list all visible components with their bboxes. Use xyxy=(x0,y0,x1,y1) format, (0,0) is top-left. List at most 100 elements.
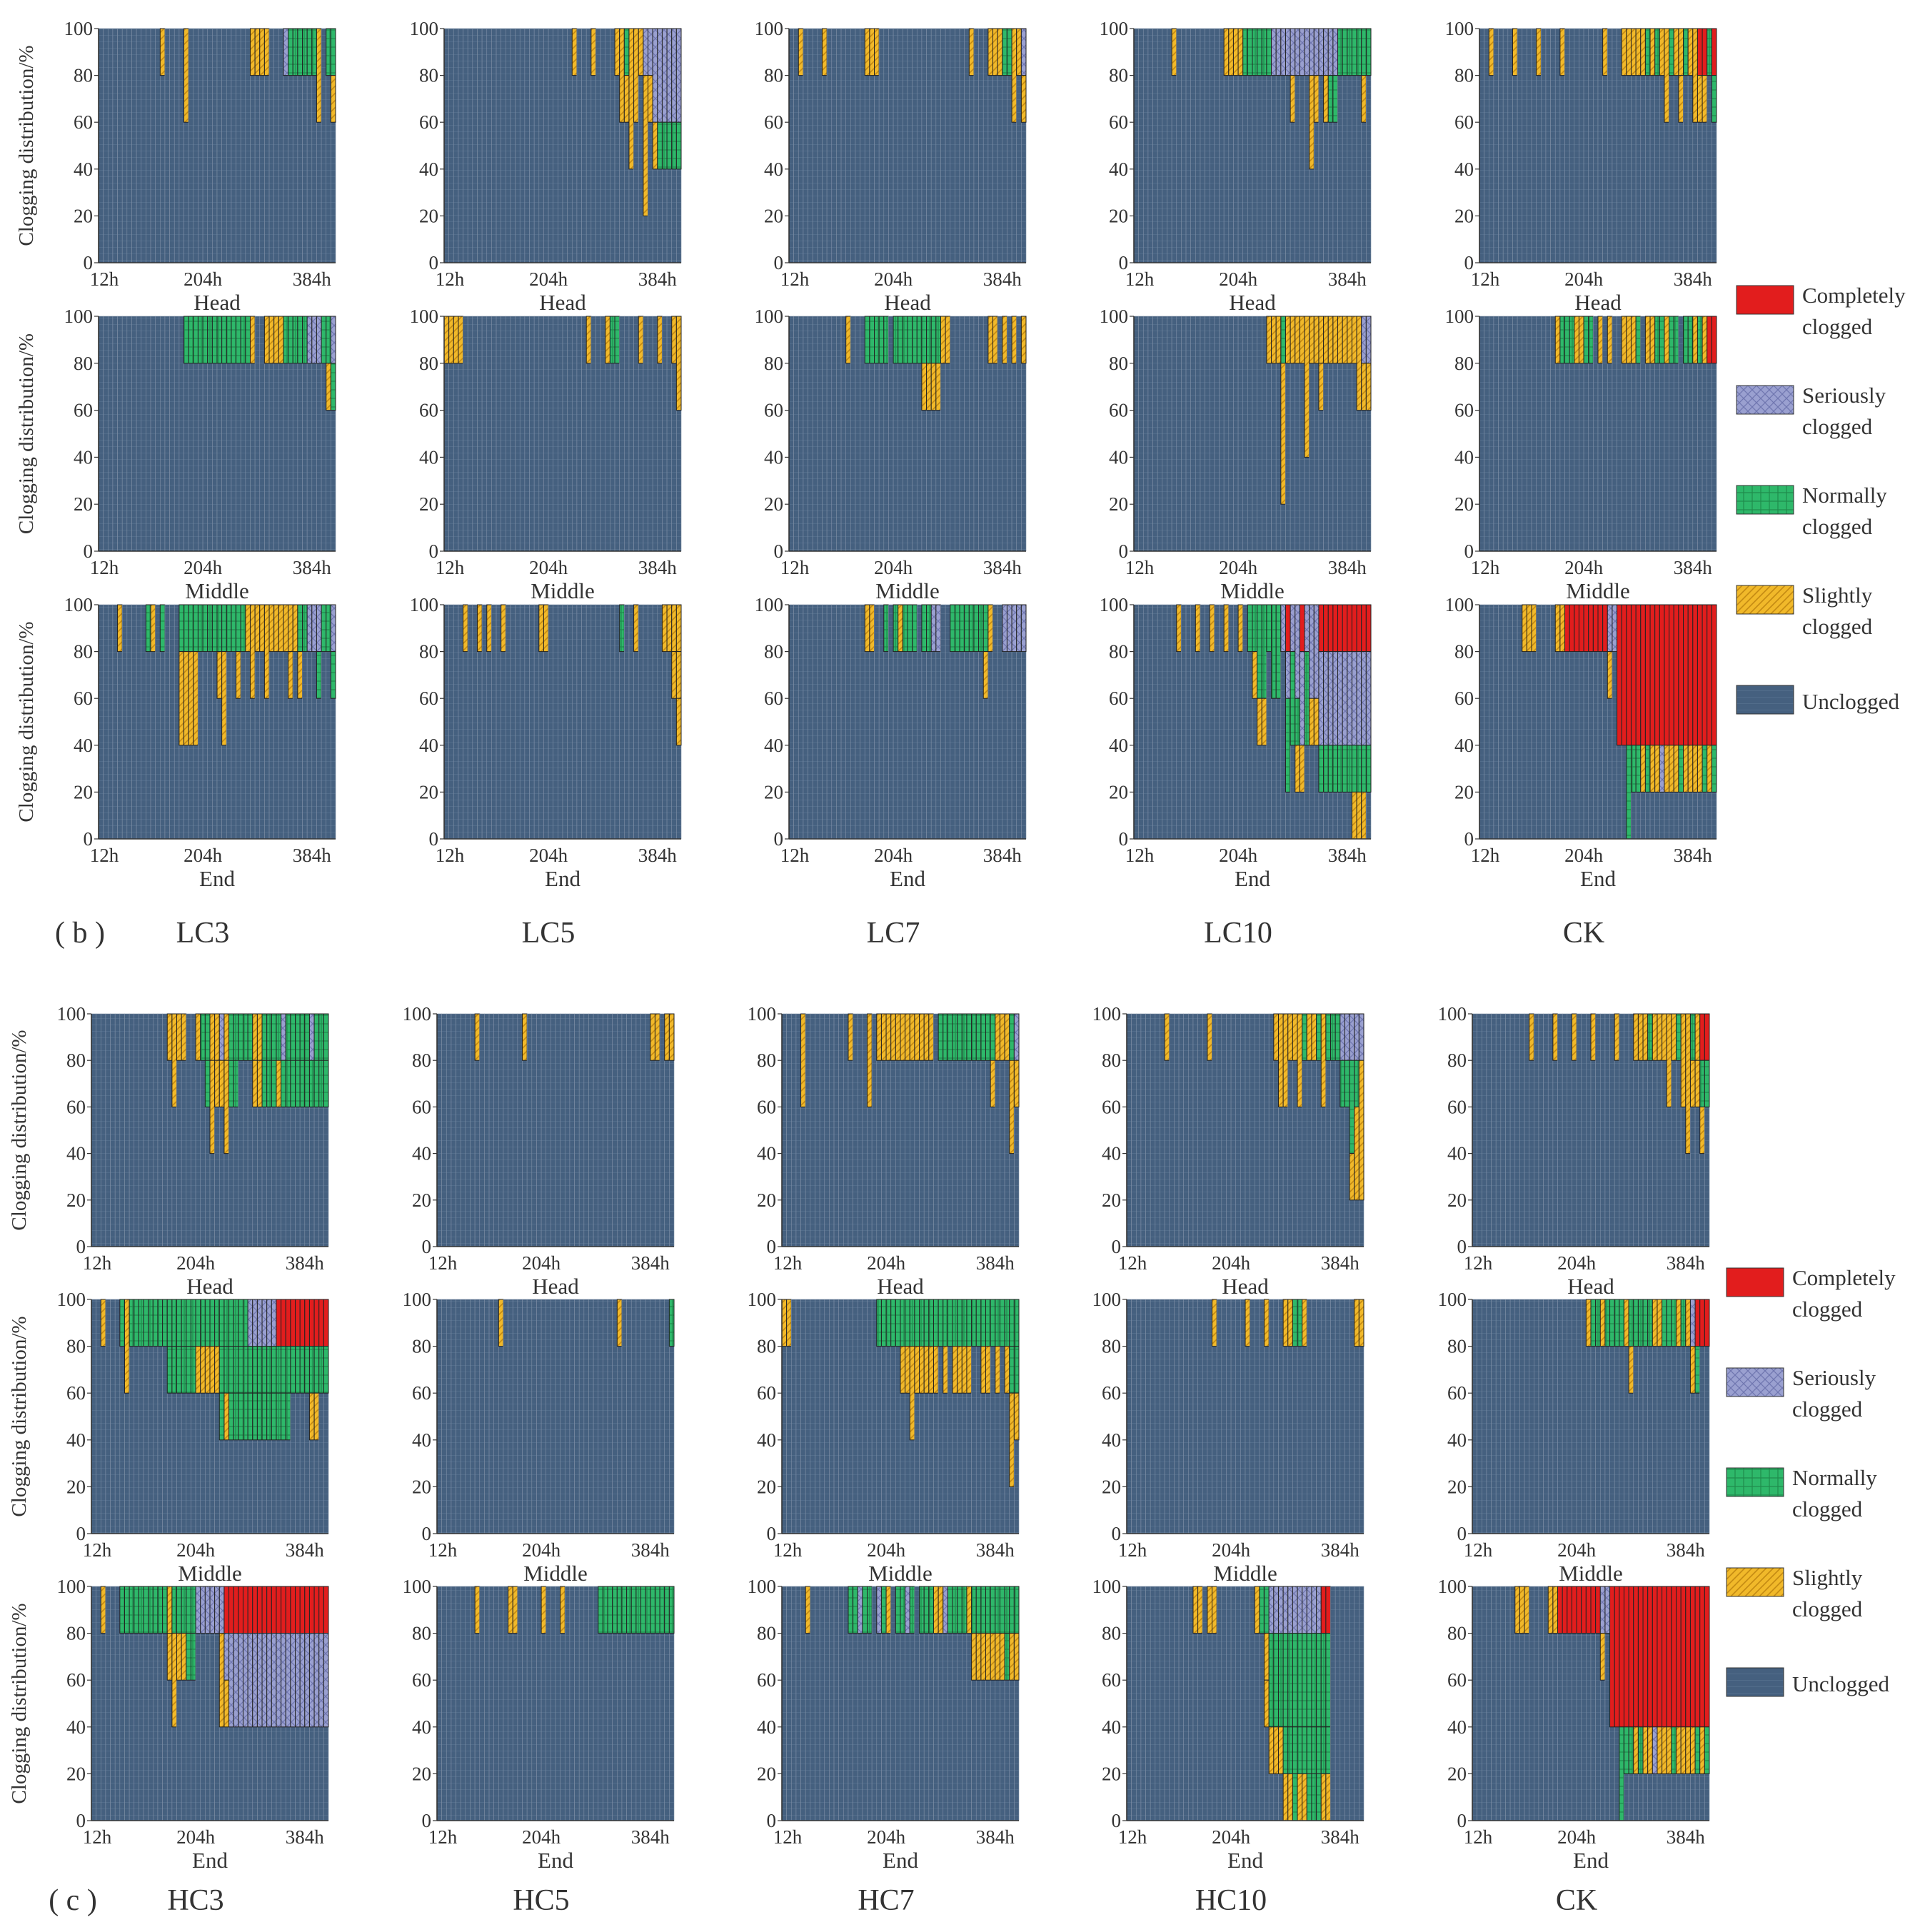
bar-unclogged xyxy=(443,28,449,263)
bar-seriously xyxy=(1304,604,1310,653)
bar-unclogged xyxy=(553,604,558,840)
y-tick-label: 100 xyxy=(64,306,94,327)
y-tick-label: 40 xyxy=(764,735,783,756)
bar-unclogged xyxy=(781,1586,787,1821)
bar-slightly xyxy=(650,1013,655,1061)
bar-unclogged xyxy=(855,28,860,263)
bar-normally xyxy=(226,604,232,653)
bar-unclogged xyxy=(959,316,965,552)
y-tick-label: 20 xyxy=(412,1763,431,1784)
bar-slightly xyxy=(1320,1013,1327,1107)
bar-unclogged xyxy=(1545,316,1551,552)
bar-unclogged xyxy=(1214,604,1220,840)
bar-unclogged xyxy=(508,1299,513,1534)
bar-normally xyxy=(623,28,630,76)
bar-normally xyxy=(186,1346,191,1394)
legend-swatch-normally xyxy=(1726,1467,1784,1497)
bar-unclogged xyxy=(1612,316,1617,552)
y-tick-label: 20 xyxy=(1447,1189,1467,1211)
x-axis-label: End xyxy=(890,866,925,891)
bar-unclogged xyxy=(96,1299,101,1534)
bar-unclogged xyxy=(1354,1586,1359,1821)
bar-slightly xyxy=(276,1060,282,1107)
bar-normally xyxy=(895,1586,901,1634)
bar-completely xyxy=(313,1299,320,1347)
bar-normally xyxy=(1316,1013,1322,1061)
legend-label-slightly: Slightly xyxy=(1802,583,1873,608)
bar-slightly xyxy=(522,1013,528,1061)
bar-unclogged xyxy=(1519,1299,1525,1534)
bar-slightly xyxy=(975,1633,982,1681)
bar-normally xyxy=(1302,1633,1307,1728)
bar-slightly xyxy=(1554,604,1561,653)
bar-slightly xyxy=(249,604,256,699)
bar-normally xyxy=(1659,316,1665,364)
bar-normally xyxy=(1004,1299,1010,1347)
bar-completely xyxy=(1567,1586,1572,1634)
bar-unclogged xyxy=(1550,316,1556,552)
bar-unclogged xyxy=(574,1013,580,1247)
bar-normally xyxy=(313,1060,320,1107)
bar-slightly xyxy=(1361,791,1367,840)
bar-unclogged xyxy=(129,1013,135,1247)
bar-unclogged xyxy=(1209,28,1215,263)
bar-seriously xyxy=(1282,1586,1289,1634)
x-tick-label: 204h xyxy=(184,557,223,578)
bar-completely xyxy=(1557,1586,1563,1634)
bar-unclogged xyxy=(1543,1299,1549,1534)
bar-unclogged xyxy=(1534,1013,1539,1247)
bar-unclogged xyxy=(555,1013,561,1247)
bar-seriously xyxy=(1016,604,1022,653)
bar-unclogged xyxy=(903,28,908,263)
bar-completely xyxy=(285,1586,291,1634)
bar-slightly xyxy=(297,651,303,699)
bar-unclogged xyxy=(1160,1586,1165,1821)
bar-unclogged xyxy=(1491,1586,1497,1821)
bar-normally xyxy=(1699,1060,1705,1107)
bar-unclogged xyxy=(467,28,473,263)
bar-normally xyxy=(184,604,189,653)
bar-unclogged xyxy=(121,28,128,263)
bar-normally xyxy=(148,1586,154,1634)
y-tick-label: 20 xyxy=(764,205,783,226)
bar-unclogged xyxy=(843,1013,849,1247)
bar-seriously xyxy=(1337,651,1343,746)
bar-normally xyxy=(281,1392,286,1441)
bar-normally xyxy=(675,121,682,170)
legend-swatch-unclogged xyxy=(1726,1667,1784,1697)
bar-normally xyxy=(909,1299,915,1347)
bar-unclogged xyxy=(633,316,639,552)
y-tick-label: 0 xyxy=(767,1236,777,1257)
bar-normally xyxy=(299,1060,306,1107)
bar-slightly xyxy=(880,1013,887,1061)
bar-slightly xyxy=(1223,28,1230,76)
bar-unclogged xyxy=(1190,316,1196,552)
bar-unclogged xyxy=(1486,1299,1492,1534)
bar-slightly xyxy=(1237,28,1244,76)
bar-unclogged xyxy=(463,28,468,263)
bar-seriously xyxy=(1327,28,1334,76)
bar-unclogged xyxy=(1557,1299,1563,1534)
x-tick-label: 12h xyxy=(428,1826,458,1848)
bar-normally xyxy=(1704,1726,1710,1774)
bar-normally xyxy=(919,1299,925,1347)
bar-slightly xyxy=(1287,1299,1293,1347)
bar-unclogged xyxy=(817,316,823,552)
y-tick-label: 0 xyxy=(84,540,94,562)
y-tick-label: 20 xyxy=(66,1189,86,1211)
bar-normally xyxy=(326,604,331,653)
bar-normally xyxy=(186,1633,191,1681)
x-axis-label: Head xyxy=(1574,290,1622,315)
bar-normally xyxy=(184,316,189,364)
bar-unclogged xyxy=(1155,1013,1160,1247)
bar-completely xyxy=(1694,1299,1701,1347)
bar-slightly xyxy=(1261,698,1267,746)
bar-seriously xyxy=(1285,651,1291,699)
bar-normally xyxy=(921,604,928,653)
x-tick-label: 204h xyxy=(1564,845,1604,866)
bar-unclogged xyxy=(1219,28,1225,263)
bar-unclogged xyxy=(98,28,104,263)
bar-completely xyxy=(1669,604,1674,746)
bar-normally xyxy=(1332,745,1339,793)
